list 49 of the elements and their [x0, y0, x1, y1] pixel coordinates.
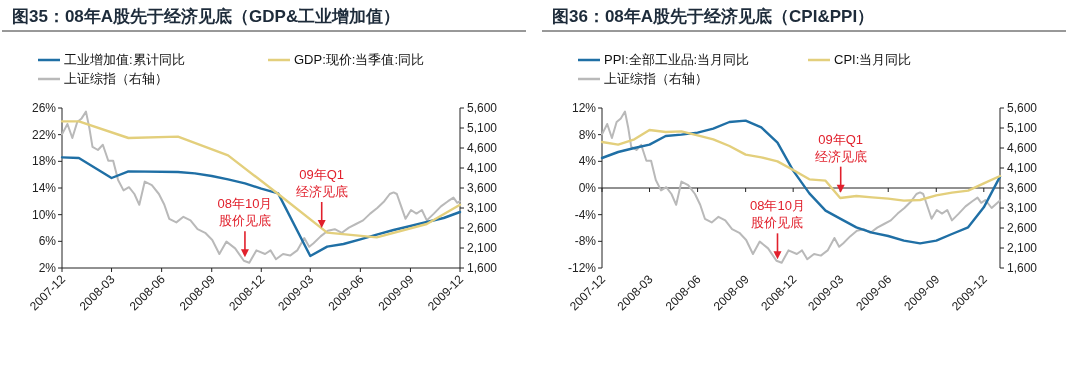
y2-tick-label: 1,600: [1007, 261, 1038, 275]
annotation: 09年Q1经济见底: [295, 167, 348, 199]
y2-tick-label: 1,600: [467, 261, 498, 275]
y-tick-label: 0%: [578, 181, 597, 195]
y2-tick-label: 4,100: [467, 161, 498, 175]
y2-tick-label: 5,600: [467, 101, 498, 115]
legend-label: 工业增加值:累计同比: [64, 52, 185, 67]
annotation: 08年10月股价见底: [217, 196, 273, 229]
annotation: 08年10月股价见底: [750, 198, 805, 231]
y2-tick-label: 2,600: [1007, 221, 1038, 235]
y2-tick-label: 2,100: [1007, 241, 1038, 255]
y-tick-label: 26%: [31, 101, 57, 115]
y2-tick-label: 4,600: [1007, 141, 1038, 155]
legend-label: CPI:当月同比: [834, 52, 912, 67]
y-tick-label: 4%: [578, 154, 597, 169]
y-tick-label: 14%: [31, 181, 57, 195]
y-tick-label: 18%: [31, 154, 57, 169]
y2-tick-label: 5,600: [1007, 101, 1038, 115]
y2-tick-label: 4,100: [1007, 161, 1038, 175]
y2-tick-label: 2,100: [467, 241, 498, 255]
y2-tick-label: 5,100: [467, 121, 498, 135]
y-tick-label: -4%: [574, 207, 597, 222]
y-tick-label: 6%: [38, 234, 57, 249]
y2-tick-label: 3,600: [467, 181, 498, 195]
line-series: [61, 110, 461, 264]
line-series: [60, 120, 462, 239]
y2-tick-label: 4,600: [467, 141, 498, 155]
y-tick-label: 10%: [31, 207, 57, 222]
y2-tick-label: 2,600: [467, 221, 498, 235]
legend-label: GDP:现价:当季值:同比: [294, 52, 425, 67]
y-tick-label: 12%: [571, 101, 597, 115]
line-series: [600, 119, 1002, 245]
legend-label: 上证综指（右轴）: [604, 71, 708, 86]
y2-tick-label: 3,600: [1007, 181, 1038, 195]
chart-title: 图36：08年A股先于经济见底（CPI&PPI）: [552, 7, 875, 26]
y-tick-label: -8%: [574, 234, 597, 249]
legend-label: PPI:全部工业品:当月同比: [604, 52, 750, 67]
y-tick-label: 22%: [31, 127, 57, 142]
y-tick-label: 2%: [38, 261, 57, 275]
y2-tick-label: 5,100: [1007, 121, 1038, 135]
y2-tick-label: 3,100: [467, 201, 498, 215]
chart-title: 图35：08年A股先于经济见底（GDP&工业增加值）: [12, 7, 401, 26]
line-series: [60, 156, 462, 258]
line-series: [601, 110, 1001, 264]
y-tick-label: -12%: [567, 261, 597, 275]
y-tick-label: 8%: [578, 127, 597, 142]
annotation: 09年Q1经济见底: [814, 131, 867, 164]
legend-label: 上证综指（右轴）: [64, 71, 168, 86]
y2-tick-label: 3,100: [1007, 201, 1038, 215]
